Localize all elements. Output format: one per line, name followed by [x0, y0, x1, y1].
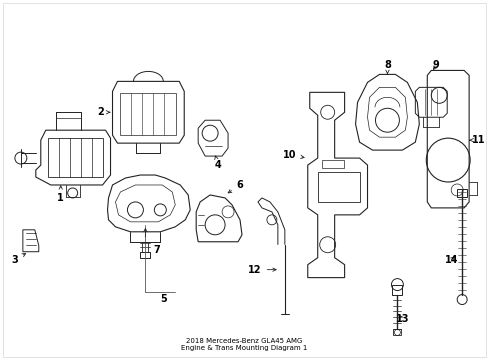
Text: 14: 14 — [444, 255, 457, 265]
Text: 8: 8 — [383, 60, 390, 73]
Bar — [456, 189, 466, 197]
Bar — [321, 160, 343, 168]
Bar — [48, 138, 102, 177]
Bar — [120, 93, 176, 135]
Bar — [140, 252, 150, 258]
Text: 13: 13 — [395, 314, 408, 324]
Text: 12: 12 — [248, 265, 276, 275]
Text: 6: 6 — [228, 180, 243, 193]
Bar — [317, 172, 359, 202]
Text: 9: 9 — [432, 60, 439, 71]
Text: 5: 5 — [160, 293, 166, 303]
Text: 1: 1 — [57, 186, 64, 203]
Text: 2: 2 — [97, 107, 109, 117]
Bar — [393, 329, 401, 336]
Text: 10: 10 — [283, 150, 304, 160]
Text: 7: 7 — [153, 245, 160, 255]
Bar — [392, 285, 402, 294]
Text: 11: 11 — [468, 135, 485, 145]
Text: 3: 3 — [12, 253, 25, 265]
Text: 4: 4 — [214, 156, 221, 170]
Text: 2018 Mercedes-Benz GLA45 AMG
Engine & Trans Mounting Diagram 1: 2018 Mercedes-Benz GLA45 AMG Engine & Tr… — [181, 338, 306, 351]
